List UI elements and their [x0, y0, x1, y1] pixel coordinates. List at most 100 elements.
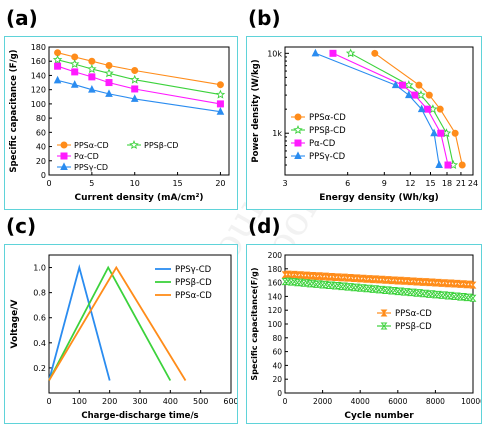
data-point: [417, 104, 426, 113]
data-point: [104, 68, 114, 78]
series-line-0: [48, 264, 111, 381]
x-tick-label: 0: [46, 397, 51, 406]
data-point: [460, 280, 468, 288]
data-point: [54, 49, 62, 57]
x-tick-label: 20: [215, 179, 225, 188]
y-tick-label: 160: [31, 57, 46, 66]
data-point: [435, 278, 442, 286]
data-point: [366, 275, 374, 283]
data-point: [216, 81, 224, 89]
data-point: [341, 282, 348, 290]
legend-marker: [60, 152, 68, 160]
y-tick-label: 0.6: [33, 314, 46, 323]
data-point: [309, 279, 317, 287]
chart-a: 0 5 10 15 20 0 20 40 60 80 100 120 140 160 180 Current …: [9, 43, 230, 203]
legend-label: PPSα-CD: [175, 291, 212, 301]
legend-label: PPSβ-CD: [395, 322, 432, 332]
data-point: [435, 290, 442, 298]
data-point: [131, 66, 139, 74]
legend-label: PPSβ-CD: [175, 278, 212, 288]
data-point: [216, 100, 224, 108]
x-tick-label: 15: [425, 179, 435, 188]
y-axis-label: Specific capacitance (F/g): [9, 49, 19, 172]
data-point: [391, 80, 400, 89]
legend-marker: [60, 141, 68, 149]
x-tick-label: 12: [405, 179, 415, 188]
y-tick-label: 140: [31, 71, 46, 80]
data-point: [425, 91, 433, 99]
y-tick-label: 180: [31, 43, 46, 52]
data-point: [322, 280, 330, 288]
legend-label: PPSα-CD: [74, 141, 109, 150]
data-point: [404, 80, 414, 90]
x-axis-label: Energy density (Wh/kg): [319, 193, 439, 203]
y-tick-label: 0.4: [33, 339, 46, 348]
x-tick-label: 8000: [426, 397, 445, 406]
data-point: [444, 161, 452, 169]
data-point: [378, 275, 386, 283]
data-point: [384, 286, 392, 294]
data-point: [129, 74, 140, 84]
series-line-3: [57, 79, 221, 113]
data-point: [322, 272, 330, 280]
panel-label-c: (c): [6, 214, 37, 238]
legend-marker: [294, 151, 302, 159]
data-point: [416, 277, 424, 285]
data-point: [466, 280, 474, 288]
data-point: [341, 273, 348, 281]
data-point: [329, 49, 337, 57]
series-line-2: [48, 265, 187, 381]
data-point: [347, 283, 355, 291]
data-point: [131, 85, 139, 93]
x-axis-label: Cycle number: [344, 411, 414, 421]
y-tick-label: 10k: [267, 49, 282, 58]
legend-label: PPSβ-CD: [309, 126, 346, 136]
data-point: [415, 81, 423, 89]
series-line-2: [332, 52, 449, 166]
series-line-1: [48, 265, 172, 381]
data-point: [215, 89, 226, 99]
chart-c: 0 100 200 300 400 500 600 0.2 0.4 0.6 0.8 1.0 Charge…: [10, 254, 239, 421]
data-point: [70, 80, 79, 88]
y-tick-label: 40: [272, 361, 282, 370]
panel-b: 3 6 9 12 15 18 21 24 1k 10k Energy density (Wh/kg)…: [246, 36, 482, 210]
x-tick-label: 24: [468, 179, 478, 188]
data-point: [411, 91, 419, 99]
legend-marker: [129, 140, 139, 150]
data-point: [403, 277, 411, 285]
legend-label: Pα-CD: [74, 152, 99, 161]
y-tick-label: 20: [36, 157, 46, 166]
panel-a: 0 5 10 15 20 0 20 40 60 80 100 120 140 160 180 Current …: [4, 36, 238, 210]
panel-label-b: (b): [248, 6, 281, 30]
y-tick-label: 0: [277, 389, 282, 398]
data-point: [53, 75, 62, 84]
data-point: [398, 81, 406, 89]
plot-frame: [284, 46, 474, 176]
y-tick-label: 1.0: [33, 264, 46, 273]
legend-label: PPSγ-CD: [74, 163, 108, 172]
y-tick-label: 120: [268, 306, 283, 315]
legend-marker: [294, 113, 302, 121]
x-tick-label: 10: [130, 179, 140, 188]
y-tick-label: 80: [272, 334, 282, 343]
panel-label-d: (d): [248, 214, 281, 238]
data-point: [410, 277, 417, 285]
data-point: [441, 279, 449, 287]
data-point: [469, 281, 477, 289]
data-point: [216, 107, 225, 115]
y-tick-label: 0: [41, 171, 46, 180]
data-point: [469, 294, 477, 302]
panel-label-a: (a): [6, 6, 38, 30]
data-point: [435, 160, 443, 169]
data-point: [428, 290, 436, 298]
data-point: [345, 48, 356, 58]
y-tick-label: 180: [268, 265, 283, 274]
x-tick-label: 15: [172, 179, 182, 188]
data-point: [87, 64, 97, 74]
data-point: [403, 288, 411, 296]
data-point: [372, 275, 380, 283]
series-line-0: [374, 52, 463, 166]
x-tick-label: 100: [72, 397, 87, 406]
